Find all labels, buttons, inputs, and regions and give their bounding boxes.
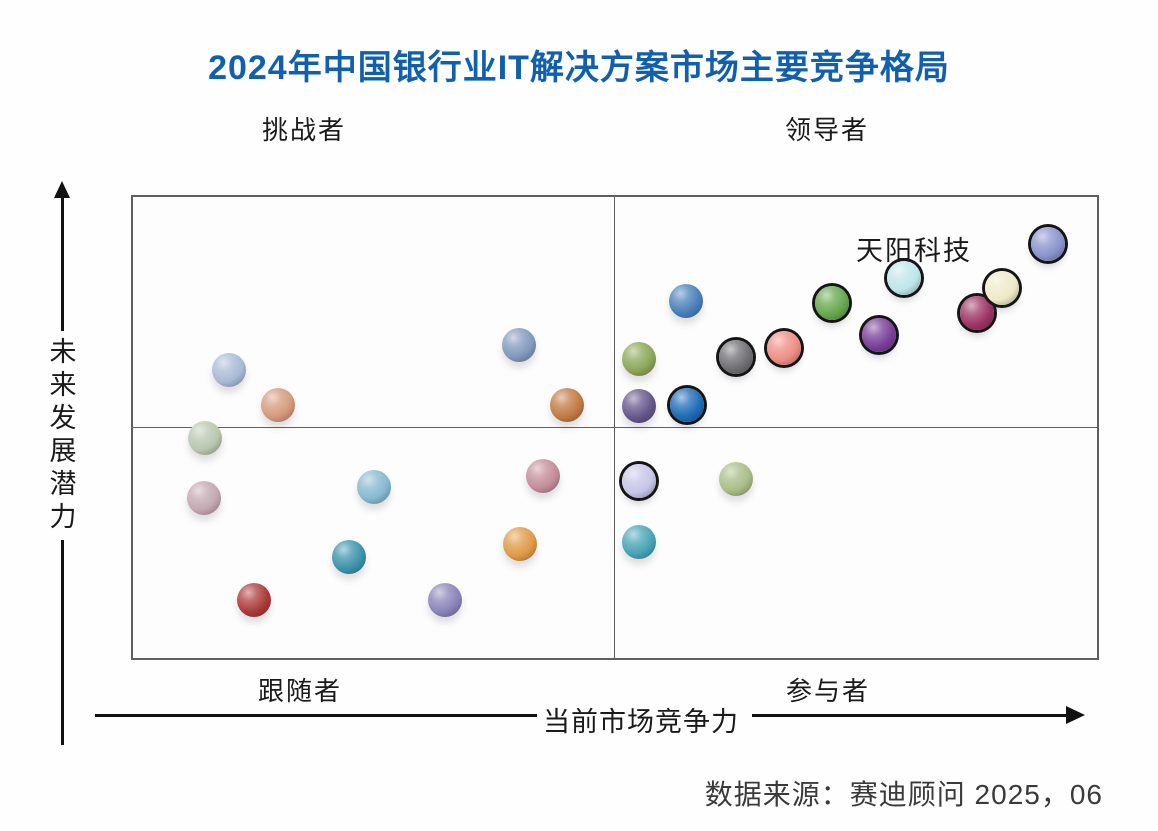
quadrant-label-leaders: 领导者 — [785, 116, 870, 145]
data-point — [670, 388, 705, 423]
quadrant-divider-horizontal — [133, 427, 1097, 428]
quadrant-label-challengers: 挑战者 — [262, 116, 347, 145]
y-axis-label-char: 未 — [49, 337, 77, 367]
data-point — [814, 286, 849, 321]
data-point — [718, 340, 753, 375]
y-axis-arrowhead-icon — [54, 181, 70, 198]
data-point — [331, 540, 366, 575]
y-axis-label: 未来发展潜力 — [38, 337, 88, 533]
y-axis-label-char: 发 — [49, 403, 77, 433]
y-axis-label-char: 潜 — [49, 469, 77, 499]
data-point — [260, 388, 295, 423]
y-axis-label-char: 力 — [49, 502, 77, 532]
data-point — [622, 464, 657, 499]
y-axis-line-lower — [61, 540, 64, 745]
data-point-labeled — [887, 261, 922, 296]
y-axis-label-char: 来 — [49, 370, 77, 400]
data-point — [984, 271, 1019, 306]
x-axis-arrowhead-icon — [1066, 706, 1085, 724]
data-point — [525, 459, 560, 494]
data-point — [357, 469, 391, 504]
data-point — [960, 296, 995, 331]
data-point — [236, 583, 271, 618]
x-axis-line-right — [752, 714, 1066, 717]
data-point — [549, 388, 584, 423]
data-point — [212, 353, 247, 388]
data-point — [622, 341, 657, 376]
y-axis-line-upper — [61, 196, 64, 331]
data-point — [187, 481, 222, 516]
data-point — [862, 317, 897, 352]
plot-area — [131, 195, 1099, 660]
x-axis-label: 当前市场竞争力 — [543, 707, 739, 737]
data-point — [428, 583, 463, 618]
data-point — [622, 524, 657, 559]
quadrant-label-participants: 参与者 — [786, 677, 871, 706]
page-title: 2024年中国银行业IT解决方案市场主要竞争格局 — [208, 49, 950, 87]
data-point — [1030, 226, 1065, 261]
data-point — [719, 461, 754, 496]
data-point — [669, 284, 704, 319]
point-label-tianyang: 天阳科技 — [856, 236, 972, 266]
x-axis-line-left — [95, 714, 537, 717]
data-point — [501, 327, 536, 362]
data-point — [502, 527, 537, 562]
data-point — [766, 330, 801, 365]
data-point — [622, 389, 657, 424]
quadrant-label-followers: 跟随者 — [258, 677, 343, 706]
data-source-note: 数据来源：赛迪顾问 2025，06 — [704, 779, 1103, 810]
y-axis-label-char: 展 — [49, 436, 77, 466]
data-point — [188, 421, 223, 456]
